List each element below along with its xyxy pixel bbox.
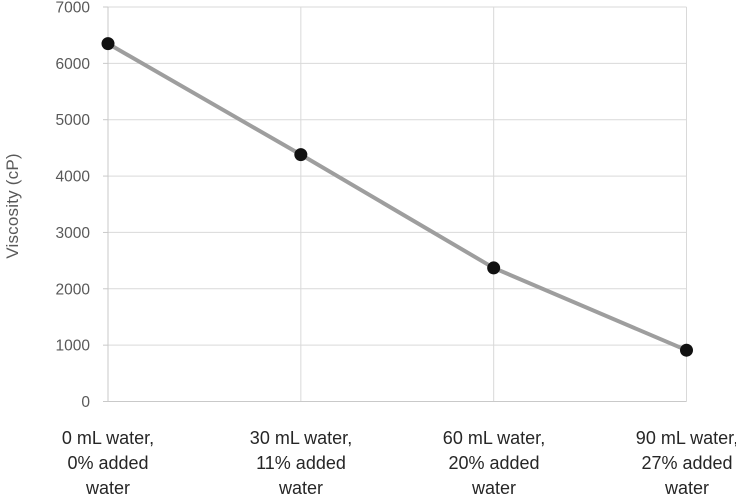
data-point-marker <box>294 148 308 162</box>
y-axis-tick-label: 6000 <box>56 56 91 73</box>
y-axis-title: Viscosity (cP) <box>3 153 22 259</box>
data-point-marker <box>101 37 115 51</box>
viscosity-series-line <box>106 41 689 353</box>
y-axis-tick-label: 0 <box>81 394 90 411</box>
x-axis-category-label-1: 0 mL water, 0% added water <box>61 428 155 496</box>
data-point-marker <box>680 343 693 357</box>
y-axis-tick-label: 1000 <box>56 338 91 355</box>
data-point-marker <box>487 261 501 275</box>
y-axis-tick-label: 2000 <box>56 281 91 298</box>
y-axis-tick-label: 3000 <box>56 225 91 242</box>
x-axis-category-label-2: 30 mL water, 11% added water <box>249 428 353 496</box>
y-axis-tick-label: 5000 <box>56 112 91 129</box>
x-axis-category-label-4: 90 mL water, 27% added water <box>635 428 736 496</box>
x-axis-category-label-3: 60 mL water, 20% added water <box>442 428 546 496</box>
y-axis-tick-label: 4000 <box>56 169 91 186</box>
y-axis-tick-label: 7000 <box>56 0 91 17</box>
